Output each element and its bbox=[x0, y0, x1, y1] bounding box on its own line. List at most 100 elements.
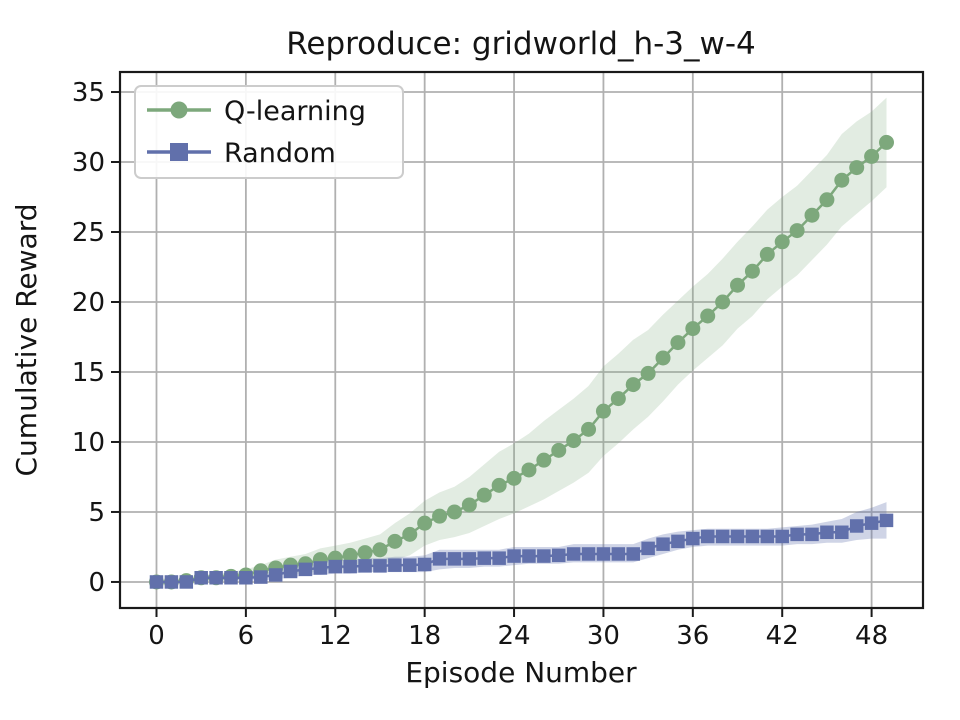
random-point bbox=[462, 552, 477, 566]
q-learning-point bbox=[372, 542, 388, 558]
q-learning-point bbox=[640, 365, 656, 381]
x-tick-label: 24 bbox=[498, 621, 531, 651]
q-learning-point bbox=[610, 391, 626, 407]
x-tick-label: 18 bbox=[408, 621, 441, 651]
legend-item-random: Random bbox=[147, 138, 336, 169]
q-learning-point bbox=[670, 335, 686, 351]
x-tick-label: 30 bbox=[587, 621, 620, 651]
random-point bbox=[313, 561, 328, 575]
random-point bbox=[730, 529, 745, 544]
random-point bbox=[820, 525, 834, 540]
q-learning-point bbox=[730, 277, 746, 293]
random-point bbox=[492, 551, 506, 565]
random-point bbox=[566, 547, 581, 561]
random-series bbox=[149, 513, 894, 589]
q-learning-point bbox=[804, 207, 820, 223]
q-learning-point bbox=[342, 547, 358, 563]
x-tick-label: 48 bbox=[855, 621, 888, 651]
chart-title: Reproduce: gridworld_h-3_w-4 bbox=[286, 26, 756, 62]
random-point bbox=[879, 513, 894, 528]
y-tick-label: 10 bbox=[72, 428, 105, 458]
random-point bbox=[581, 547, 596, 561]
q-learning-point bbox=[625, 377, 641, 393]
legend: Q-learning Random bbox=[134, 85, 404, 179]
q-learning-point bbox=[357, 545, 373, 561]
q-learning-legend-label: Q-learning bbox=[224, 96, 366, 127]
q-learning-point bbox=[759, 246, 775, 262]
random-point bbox=[641, 541, 655, 556]
random-point bbox=[611, 547, 626, 561]
q-learning-point bbox=[476, 487, 492, 503]
y-tick-label: 30 bbox=[72, 148, 105, 178]
q-learning-point bbox=[715, 294, 731, 310]
q-learning-point bbox=[744, 263, 760, 279]
random-point bbox=[626, 547, 640, 561]
grid-layer bbox=[120, 72, 923, 608]
random-legend-label: Random bbox=[224, 138, 336, 169]
q-learning-point bbox=[551, 442, 567, 458]
q-learning-point bbox=[789, 223, 805, 239]
random-point bbox=[849, 519, 864, 533]
q-learning-point bbox=[402, 526, 418, 542]
random-point bbox=[268, 568, 283, 582]
random-point bbox=[417, 557, 432, 572]
random-point bbox=[805, 527, 819, 542]
q-learning-point bbox=[566, 433, 582, 449]
q-learning-point bbox=[595, 403, 611, 419]
legend-item-q-learning: Q-learning bbox=[147, 96, 366, 127]
q-learning-point bbox=[581, 421, 597, 437]
random-point bbox=[403, 558, 417, 572]
random-point bbox=[447, 552, 462, 566]
q-learning-point bbox=[521, 462, 537, 478]
q-learning-point bbox=[879, 134, 894, 150]
random-point bbox=[656, 537, 670, 551]
random-point bbox=[715, 529, 730, 544]
random-point bbox=[835, 525, 849, 540]
random-point bbox=[254, 570, 268, 584]
random-point bbox=[477, 551, 492, 565]
q-learning-point bbox=[461, 497, 477, 513]
q-learning-legend-marker-icon bbox=[170, 101, 188, 119]
random-point bbox=[239, 571, 253, 585]
y-tick-label: 5 bbox=[88, 498, 105, 528]
q-learning-point bbox=[446, 504, 462, 520]
random-point bbox=[790, 527, 804, 542]
tick-layer: 0 6 12 18 24 30 36 42 48 0 5 10 15 20 25 30 35 bbox=[72, 78, 888, 651]
random-point bbox=[551, 548, 566, 563]
x-axis-label: Episode Number bbox=[405, 656, 637, 689]
random-point bbox=[358, 559, 372, 573]
y-tick-label: 35 bbox=[72, 78, 105, 108]
random-point bbox=[686, 531, 700, 546]
random-point bbox=[537, 549, 551, 563]
random-point bbox=[745, 529, 760, 544]
q-learning-point bbox=[491, 477, 507, 493]
random-point bbox=[671, 534, 685, 549]
random-point bbox=[760, 529, 775, 544]
random-point bbox=[298, 562, 313, 577]
y-tick-label: 20 bbox=[72, 288, 105, 318]
random-point bbox=[328, 559, 343, 574]
random-point bbox=[194, 571, 208, 585]
q-learning-point bbox=[685, 321, 701, 337]
q-learning-point bbox=[849, 160, 865, 176]
random-point bbox=[224, 571, 238, 585]
series-layer bbox=[149, 134, 894, 590]
x-tick-label: 36 bbox=[676, 621, 709, 651]
q-learning-point bbox=[387, 533, 403, 549]
y-tick-label: 0 bbox=[88, 568, 105, 598]
spine-layer bbox=[118, 70, 925, 610]
q-learning-point bbox=[774, 234, 790, 250]
axes-spines bbox=[118, 70, 925, 610]
x-tick-label: 12 bbox=[319, 621, 352, 651]
q-learning-point bbox=[700, 308, 716, 324]
q-learning-point bbox=[655, 350, 671, 366]
x-tick-label: 6 bbox=[238, 621, 255, 651]
random-point bbox=[373, 559, 387, 573]
random-point bbox=[283, 564, 298, 579]
random-point bbox=[164, 575, 179, 589]
random-point bbox=[209, 571, 223, 585]
q-learning-point bbox=[417, 515, 433, 531]
random-point bbox=[179, 575, 194, 589]
